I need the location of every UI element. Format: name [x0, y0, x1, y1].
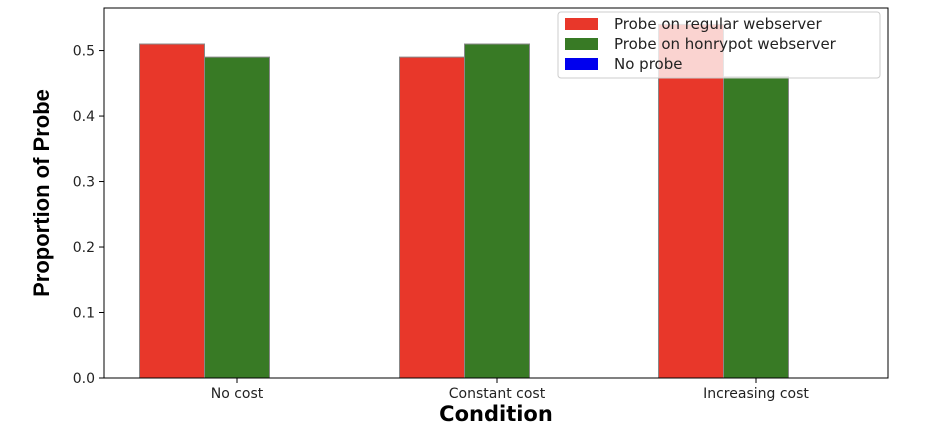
y-axis-label: Proportion of Probe — [29, 89, 54, 297]
bar-probe-on-honrypot-webserver-increasing-cost — [723, 76, 789, 379]
x-tick-label-constant-cost: Constant cost — [449, 386, 546, 402]
legend-swatch-no-probe — [565, 58, 598, 70]
legend-swatch-probe-on-honrypot-webserver — [565, 38, 598, 50]
y-tick-label: 0.0 — [73, 371, 95, 387]
legend-swatch-probe-on-regular-webserver — [565, 18, 598, 30]
legend-label-no-probe: No probe — [614, 55, 682, 73]
x-tick-label-no-cost: No cost — [211, 386, 264, 402]
y-tick-label: 0.2 — [73, 240, 95, 256]
y-tick-label: 0.5 — [73, 44, 95, 60]
bar-probe-on-honrypot-webserver-constant-cost — [464, 43, 530, 379]
y-axis: 0.0 0.1 0.2 0.3 0.4 0.5 — [73, 44, 104, 387]
bar-probe-on-regular-webserver-increasing-cost — [658, 23, 724, 379]
x-axis: No cost Constant cost Increasing cost — [211, 378, 809, 402]
x-axis-label: Condition — [439, 402, 553, 426]
bars-group — [139, 23, 789, 379]
bar-probe-on-regular-webserver-no-cost — [139, 43, 205, 379]
legend-label-probe-on-regular-webserver: Probe on regular webserver — [614, 15, 822, 33]
y-tick-label: 0.1 — [73, 306, 95, 322]
legend-label-probe-on-honrypot-webserver: Probe on honrypot webserver — [614, 35, 837, 53]
legend: Probe on regular webserver Probe on honry… — [557, 11, 881, 79]
bar-probe-on-honrypot-webserver-no-cost — [204, 56, 270, 379]
bar-probe-on-regular-webserver-constant-cost — [399, 56, 465, 379]
plot-frame — [103, 7, 889, 379]
y-tick-label: 0.3 — [73, 175, 95, 191]
y-tick-label: 0.4 — [73, 109, 95, 125]
x-tick-label-increasing-cost: Increasing cost — [703, 386, 809, 402]
legend-box — [557, 11, 881, 79]
